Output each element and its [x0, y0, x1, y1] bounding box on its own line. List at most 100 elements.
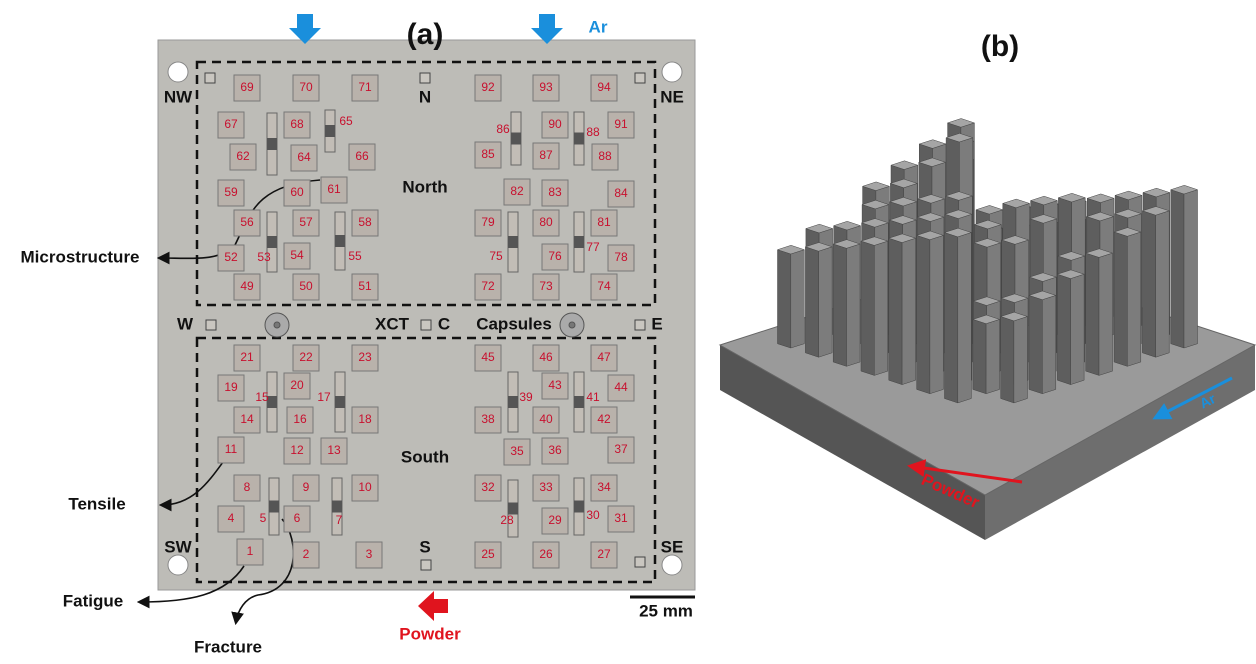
- specimen-label: 66: [355, 149, 369, 163]
- pillar-top: [1114, 190, 1143, 201]
- specimen-label: 21: [240, 350, 254, 364]
- gauge: [574, 396, 584, 408]
- specimen: [607, 374, 635, 402]
- flow-label: Ar: [1197, 390, 1218, 411]
- specimen: [292, 344, 320, 372]
- specimen-label: 2: [303, 547, 310, 561]
- specimen-label: 49: [240, 279, 254, 293]
- direction: N: [419, 87, 431, 106]
- specimen-label: 14: [240, 412, 254, 426]
- gauge: [574, 132, 584, 145]
- specimen: [292, 209, 320, 237]
- specimen-label: 27: [597, 547, 611, 561]
- specimen-label: 47: [597, 350, 611, 364]
- type-label: Fracture: [194, 637, 262, 656]
- specimen-label: 82: [510, 184, 524, 198]
- pillar-face: [1028, 295, 1043, 395]
- specimen-label: 22: [299, 350, 313, 364]
- pillar-top: [1142, 187, 1171, 198]
- specimen-label: 3: [366, 547, 373, 561]
- specimen-label: 75: [489, 249, 503, 263]
- pillar-top: [944, 209, 973, 219]
- specimen: [351, 474, 379, 502]
- pillar-face: [1070, 273, 1085, 385]
- specimen: [532, 406, 560, 434]
- direction: NE: [660, 87, 684, 106]
- specimen-label: 43: [548, 378, 562, 392]
- pillar-face: [944, 232, 959, 404]
- ar-arrow: [289, 14, 321, 44]
- panel-label: (b): [981, 30, 1019, 63]
- specimen-label: 87: [539, 148, 553, 162]
- specimen-label: 10: [358, 480, 372, 494]
- pillar-top: [944, 191, 974, 201]
- specimen-label: 34: [597, 480, 611, 494]
- specimen: [607, 436, 635, 464]
- specimen-label: 5: [260, 511, 267, 525]
- pillar-face: [1098, 252, 1113, 376]
- specimen-label: 58: [358, 215, 372, 229]
- specimen: [590, 344, 618, 372]
- specimen-label: 7: [336, 513, 343, 527]
- pillar-face: [916, 235, 931, 395]
- pillar-face: [1155, 210, 1170, 358]
- pillar-top: [917, 157, 947, 167]
- ar-arrow: [1152, 376, 1233, 420]
- pillar-top: [946, 118, 976, 128]
- specimen-label: 94: [597, 80, 611, 94]
- specimen: [474, 541, 502, 569]
- specimen: [474, 474, 502, 502]
- specimen-label: 38: [481, 412, 495, 426]
- specimen: [283, 437, 311, 465]
- specimen-label: 40: [539, 412, 553, 426]
- specimen: [217, 179, 245, 207]
- xct-label: XCT: [375, 314, 410, 333]
- specimen-label: 57: [299, 215, 313, 229]
- specimen-label: 84: [614, 186, 628, 200]
- specimen-label: 33: [539, 480, 553, 494]
- specimen: [541, 372, 569, 400]
- specimen: [474, 141, 502, 169]
- pillar-top: [973, 219, 1003, 230]
- specimen: [541, 111, 569, 139]
- specimen-label: 80: [539, 215, 553, 229]
- powder-arrow: [907, 459, 1023, 484]
- specimen: [233, 406, 261, 434]
- specimen-label: 88: [598, 149, 612, 163]
- pillars: [776, 118, 1199, 404]
- gauge: [508, 396, 518, 408]
- specimen: [283, 372, 311, 400]
- specimen: [283, 242, 311, 270]
- gauge: [335, 235, 345, 247]
- specimen-label: 88: [586, 125, 600, 139]
- specimen: [532, 273, 560, 301]
- pillar-top: [1056, 269, 1085, 279]
- type-label: Tensile: [68, 494, 125, 513]
- specimen: [607, 180, 635, 208]
- specimen-label: 77: [586, 240, 600, 254]
- gauge: [267, 138, 277, 150]
- specimen-label: 76: [548, 249, 562, 263]
- plate-side: [720, 345, 985, 540]
- specimen-label: 50: [299, 279, 313, 293]
- specimen: [351, 344, 379, 372]
- specimen: [283, 505, 311, 533]
- specimen-label: 62: [236, 149, 250, 163]
- gauge: [508, 502, 518, 515]
- specimen: [351, 209, 379, 237]
- ar-arrow: [531, 14, 563, 44]
- specimen-label: 9: [303, 480, 310, 494]
- pillar-top: [916, 194, 946, 204]
- pillar-top: [975, 205, 1004, 215]
- specimen-label: 18: [358, 412, 372, 426]
- specimen: [292, 541, 320, 569]
- specimen-label: 32: [481, 480, 495, 494]
- specimen-label: 92: [481, 80, 495, 94]
- specimen-label: 54: [290, 248, 304, 262]
- pillar-face: [846, 243, 861, 367]
- specimen: [233, 344, 261, 372]
- gauge: [335, 396, 345, 408]
- specimen-label: 64: [297, 150, 311, 164]
- specimen-label: 90: [548, 117, 562, 131]
- specimen: [503, 438, 531, 466]
